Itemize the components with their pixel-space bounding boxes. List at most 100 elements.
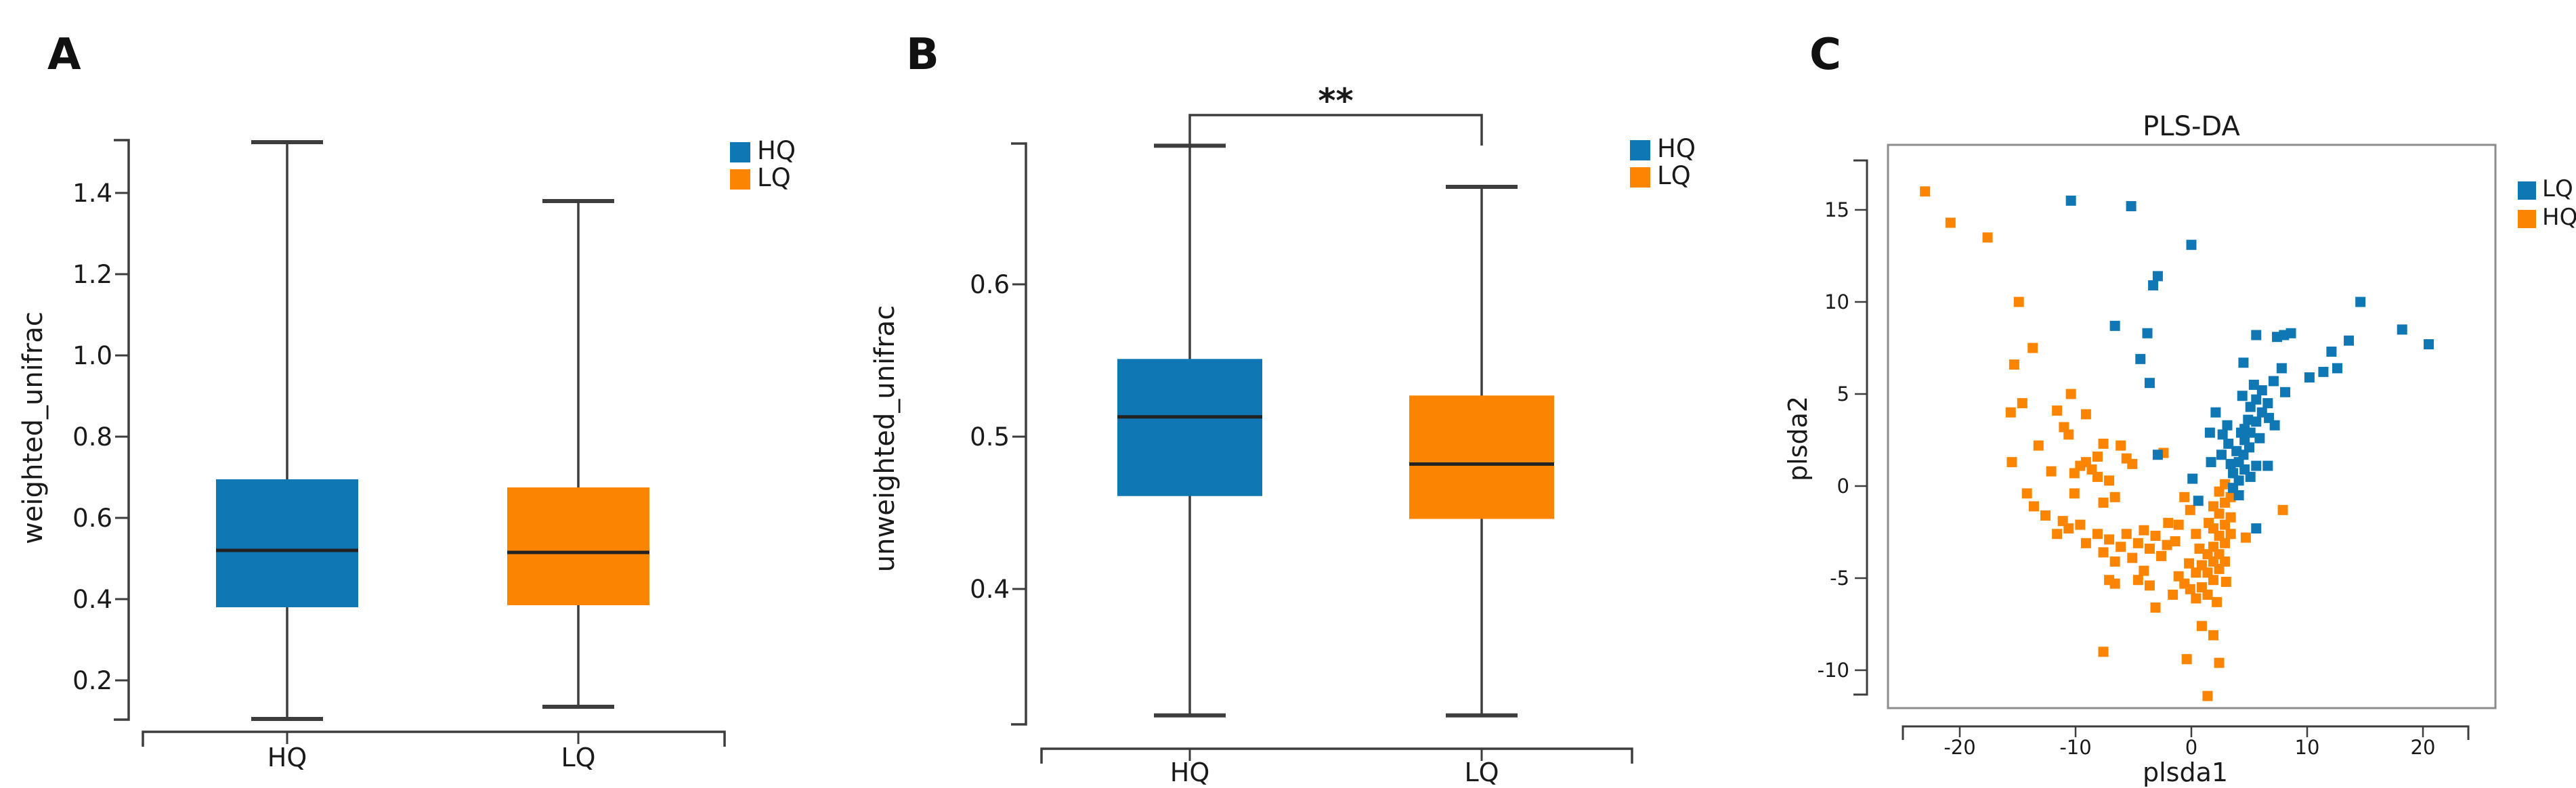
scatter-point <box>2254 433 2265 443</box>
x-axis <box>1040 747 1633 764</box>
scatter-point <box>1982 232 1993 243</box>
scatter-point <box>2225 529 2236 540</box>
x-tick-label: 20 <box>2411 736 2436 759</box>
scatter-point <box>2262 460 2273 471</box>
scatter-point <box>2240 532 2251 543</box>
x-tick-label: -10 <box>2059 736 2091 759</box>
scatter-point <box>1920 186 1931 197</box>
scatter-point <box>2127 458 2138 469</box>
scatter-point <box>2139 525 2149 535</box>
scatter-point <box>2194 543 2205 554</box>
scatter-point <box>2272 332 2283 343</box>
legend-swatch-lq <box>730 169 750 190</box>
panel-c-letter: C <box>1809 30 1841 80</box>
scatter-point <box>2318 366 2329 377</box>
scatter-point <box>2005 407 2016 418</box>
scatter-point <box>2009 359 2019 370</box>
panel-a-letter: A <box>47 30 81 80</box>
y-tick-label: 1.0 <box>72 341 112 370</box>
legend-label-hq: HQ <box>1657 134 1696 163</box>
significance-stars: ** <box>1318 81 1353 121</box>
box-hq <box>216 140 358 721</box>
panel-b-letter: B <box>906 30 939 80</box>
scatter-point <box>2344 335 2355 346</box>
box-lq <box>507 199 649 709</box>
scatter-point <box>2013 297 2024 307</box>
box-lq <box>1409 185 1554 718</box>
legend-swatch-hq <box>1630 140 1650 160</box>
significance-bracket <box>1188 114 1483 146</box>
scatter-point <box>2092 529 2103 540</box>
scatter-point <box>2065 195 2076 206</box>
x-axis <box>142 730 726 747</box>
scatter-point <box>2116 542 2126 552</box>
scatter-point <box>2276 363 2287 374</box>
scatter-point <box>2233 490 2244 501</box>
panel-c-ylabel: plsda2 <box>1783 396 1813 481</box>
scatter-point <box>2225 491 2236 502</box>
y-tick-label: 0.6 <box>72 504 112 533</box>
legend-swatch-lq <box>2518 181 2536 200</box>
scatter-point <box>2104 534 2115 545</box>
scatter-point <box>2191 529 2202 540</box>
panel-c-xlabel: plsda1 <box>2143 758 2228 787</box>
y-tick-label: 1.2 <box>72 260 112 289</box>
scatter-point <box>2132 538 2143 548</box>
scatter-point <box>2220 479 2231 489</box>
scatter-point <box>2092 451 2103 462</box>
scatter-point <box>2027 343 2038 353</box>
scatter-point <box>2063 523 2074 534</box>
scatter-point <box>2017 398 2027 409</box>
legend-label-lq: LQ <box>757 163 791 192</box>
legend-label-hq: HQ <box>2542 204 2576 231</box>
scatter-point <box>2251 523 2262 534</box>
scatter-point <box>2208 575 2218 586</box>
scatter-point <box>2186 240 2197 250</box>
x-tick-label: -20 <box>1944 736 1975 759</box>
scatter-point <box>2202 589 2213 600</box>
scatter-point <box>2104 475 2115 486</box>
scatter-point <box>2251 330 2262 341</box>
scatter-point <box>2152 450 2163 460</box>
y-axis <box>1853 159 1868 696</box>
scatter-point <box>2098 547 2109 558</box>
y-tick-label: 0.5 <box>970 422 1010 452</box>
scatter-point <box>2135 353 2146 364</box>
y-tick-label: -10 <box>1818 659 1849 682</box>
scatter-point <box>2080 409 2091 420</box>
y-tick-label: 1.4 <box>72 179 112 208</box>
iqr-box <box>1117 359 1262 496</box>
scatter-point <box>2280 387 2291 397</box>
scatter-point <box>2075 519 2086 530</box>
iqr-box <box>216 479 358 607</box>
scatter-point <box>2184 558 2195 569</box>
x-tick-label: 10 <box>2295 736 2320 759</box>
scatter-point <box>2098 497 2109 508</box>
panel-a-ylabel: weighted_unifrac <box>18 311 49 544</box>
category-label-lq: LQ <box>561 743 595 772</box>
scatter-point <box>2156 550 2167 561</box>
scatter-point <box>2223 438 2234 449</box>
scatter-series-lq <box>2065 195 2434 534</box>
scatter-point <box>2109 491 2120 502</box>
scatter-point <box>2052 529 2063 540</box>
scatter-point <box>2228 468 2239 479</box>
scatter-point <box>2132 575 2143 586</box>
scatter-point <box>2238 357 2249 368</box>
scatter-point <box>2332 363 2342 374</box>
scatter-point <box>2225 458 2236 469</box>
panel-c-title: PLS-DA <box>2143 111 2240 142</box>
scatter-point <box>2187 473 2198 484</box>
scatter-point <box>2208 630 2218 640</box>
scatter-point <box>2191 593 2202 604</box>
y-tick-label: 0.6 <box>970 270 1010 299</box>
scatter-point <box>2092 471 2103 482</box>
scatter-point <box>2162 540 2172 550</box>
scatter-point <box>2052 405 2063 416</box>
scatter-point <box>2185 584 2195 594</box>
iqr-box <box>1409 395 1554 519</box>
scatter-point <box>2065 389 2076 399</box>
legend-label-hq: HQ <box>757 136 796 165</box>
